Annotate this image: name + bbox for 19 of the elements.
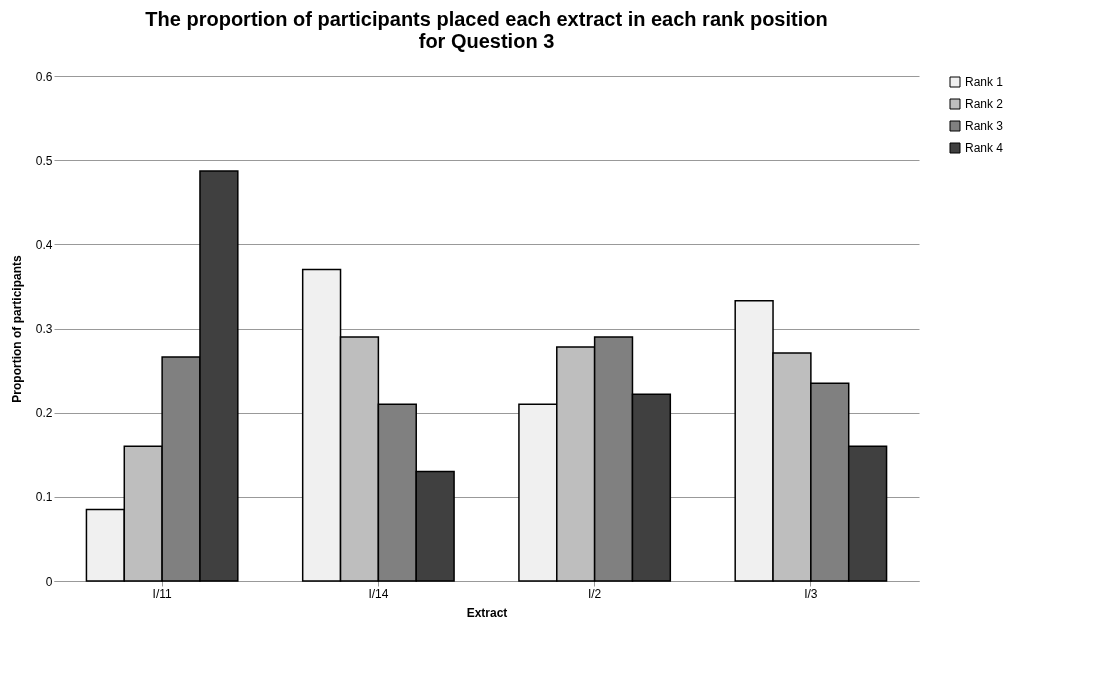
y-tick-label: 0.6 xyxy=(35,69,53,84)
y-tick-label: 0.1 xyxy=(35,490,53,505)
y-tick-label: 0.4 xyxy=(35,237,53,252)
legend-label: Rank 2 xyxy=(965,97,1004,111)
y-tick-label: 0.3 xyxy=(35,322,53,336)
legend-label: Rank 1 xyxy=(965,75,1004,89)
y-axis-title: Proportion of participants xyxy=(9,255,24,403)
x-tick-label: I/11 xyxy=(152,586,173,601)
legend-label: Rank 4 xyxy=(965,141,1004,155)
text: The proportion of participants placed each extract in each rank position xyxy=(145,8,828,30)
legend-label: Rank 3 xyxy=(965,119,1004,133)
x-tick-label: I/2 xyxy=(587,586,602,601)
text: for Question 3 xyxy=(418,30,555,52)
x-tick-label: I/3 xyxy=(804,586,818,601)
y-tick-label: 0.5 xyxy=(35,153,53,168)
x-tick-label: I/14 xyxy=(368,586,389,601)
x-axis-title: Extract xyxy=(466,605,508,620)
y-tick-label: 0.2 xyxy=(35,406,53,421)
y-tick-label: 0 xyxy=(45,574,53,589)
